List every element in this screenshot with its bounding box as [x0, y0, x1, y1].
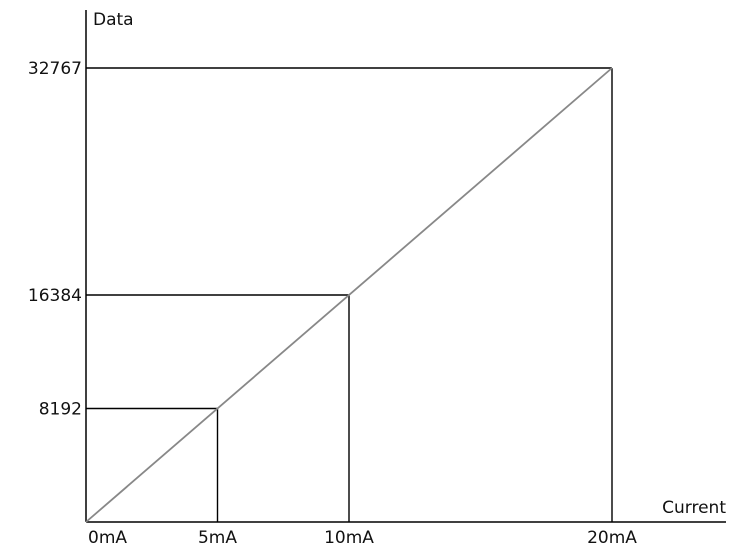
- series-line-0: [85, 67, 613, 523]
- y-tick-label: 16384: [28, 286, 82, 306]
- x-tick-label: 0mA: [88, 528, 127, 548]
- x-tick-label: 5mA: [198, 528, 237, 548]
- reference-lines: [86, 67, 613, 522]
- y-tick-label: 8192: [39, 399, 82, 419]
- series-lines: [85, 67, 613, 523]
- y-tick-label: 32767: [28, 59, 82, 79]
- x-tick-label: 20mA: [587, 528, 637, 548]
- x-axis-label: Current: [662, 498, 726, 518]
- y-axis-label: Data: [93, 10, 134, 30]
- y-tick-labels: 8192 16384 32767: [28, 59, 82, 419]
- x-tick-label: 10mA: [324, 528, 374, 548]
- x-tick-labels: 0mA 5mA 10mA 20mA: [88, 528, 637, 548]
